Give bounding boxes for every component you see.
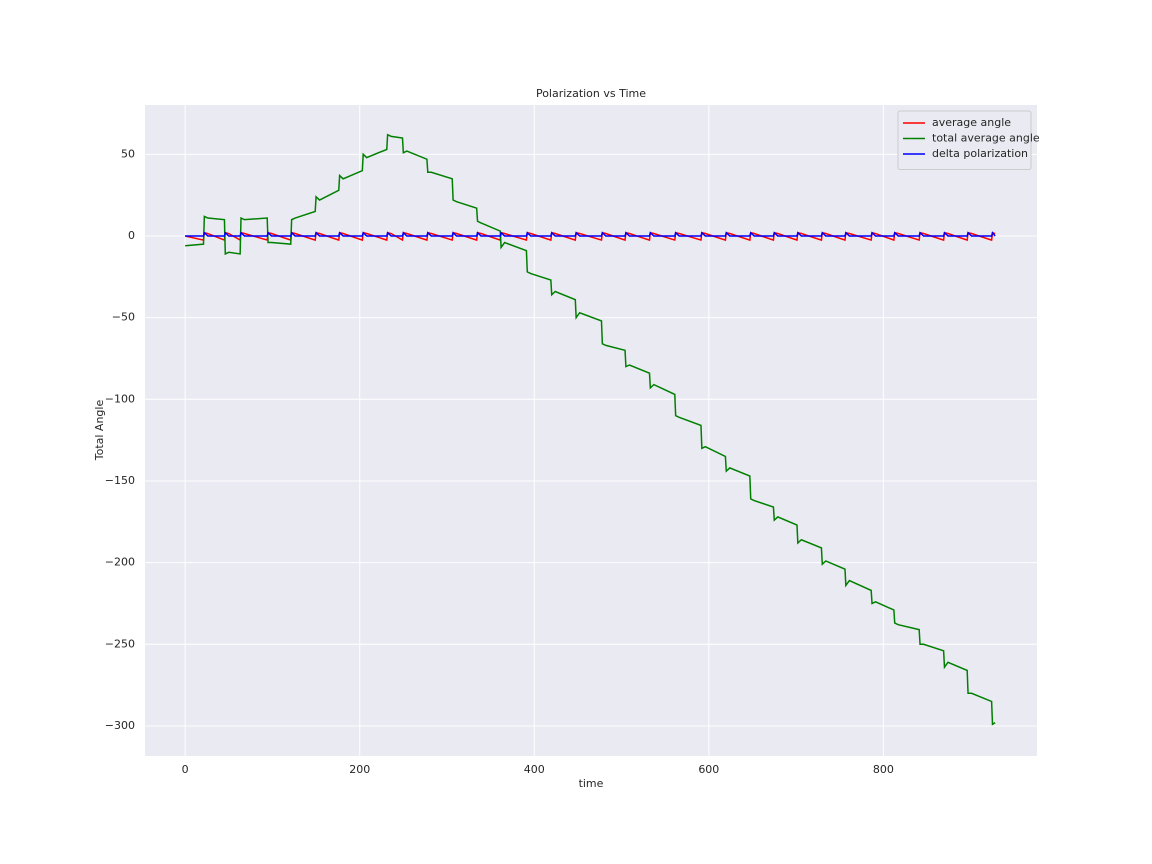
- series-line: [185, 231, 996, 237]
- y-tick-label: 0: [128, 229, 135, 242]
- y-tick-label: −100: [105, 392, 135, 405]
- series-line: [185, 133, 996, 726]
- labels: 0 200 400 600 800 50 0 −50 −100 −150 −200 −250 −300: [105, 147, 894, 776]
- y-tick-label: −300: [105, 719, 135, 732]
- y-tick-label: −50: [112, 311, 135, 324]
- x-tick-label: 0: [182, 763, 189, 776]
- legend-label: delta polarization: [932, 147, 1028, 160]
- legend-label: average angle: [932, 116, 1011, 129]
- y-tick-label: −200: [105, 556, 135, 569]
- grid: [145, 105, 1037, 756]
- chart-title: Polarization vs Time: [536, 87, 646, 100]
- legend: average angle total average angle delta po…: [897, 110, 1040, 170]
- x-tick-label: 200: [349, 763, 370, 776]
- x-tick-label: 400: [524, 763, 545, 776]
- lines: [184, 133, 996, 726]
- y-axis-label: Total Angle: [93, 400, 106, 462]
- legend-box: [897, 110, 1032, 170]
- x-tick-label: 800: [873, 763, 894, 776]
- x-axis-label: time: [579, 777, 604, 790]
- y-tick-label: −250: [105, 637, 135, 650]
- plot-area: [145, 105, 1037, 756]
- legend-label: total average angle: [932, 132, 1040, 145]
- y-tick-label: 50: [121, 147, 135, 160]
- x-tick-label: 600: [698, 763, 719, 776]
- y-tick-label: −150: [105, 474, 135, 487]
